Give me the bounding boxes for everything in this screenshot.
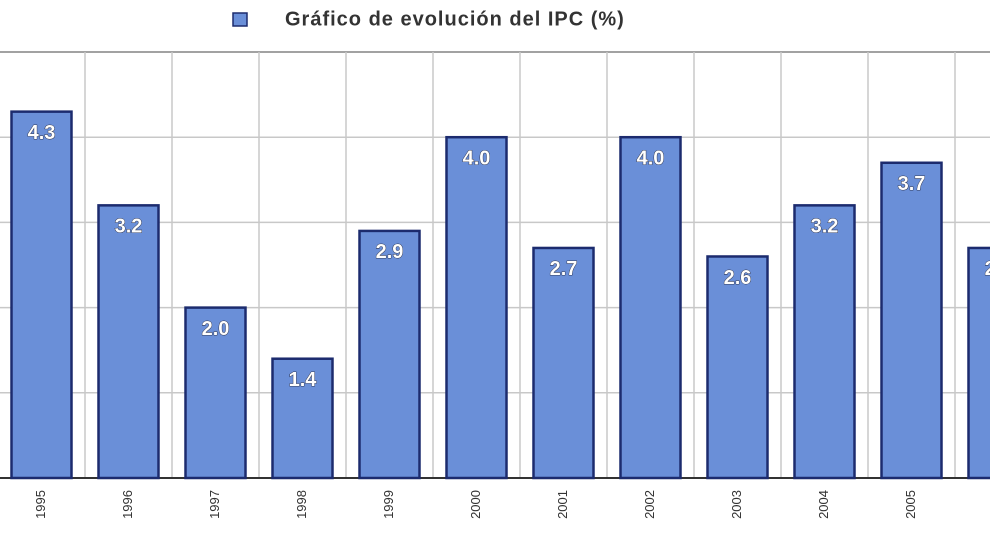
- value-label: 2.7: [550, 258, 578, 280]
- x-tick-label: 2003: [729, 490, 744, 519]
- value-label: 3.7: [898, 173, 926, 195]
- x-tick-label: 1996: [120, 490, 135, 519]
- value-label: 2.0: [202, 318, 230, 340]
- bar: [967, 246, 990, 480]
- x-tick-label: 2002: [642, 490, 657, 519]
- x-tick-label: 1997: [207, 490, 222, 519]
- bar: [10, 110, 73, 480]
- x-tick-label: 1995: [33, 490, 48, 519]
- value-label: 2.9: [376, 241, 404, 263]
- value-label: 1.4: [289, 369, 318, 391]
- bar: [358, 229, 421, 480]
- x-tick-label: 2005: [903, 490, 918, 519]
- value-label: 2.6: [724, 267, 752, 289]
- x-tick-label: 1998: [294, 490, 309, 519]
- value-label: 3.2: [811, 216, 839, 238]
- bar: [97, 204, 160, 480]
- bar: [706, 255, 769, 480]
- value-label: 2.7: [985, 258, 990, 280]
- value-label: 4.3: [28, 122, 56, 144]
- value-label: 3.2: [115, 216, 143, 238]
- legend-entry: Gráfico de evolución del IPC (%): [285, 8, 625, 30]
- bar: [532, 246, 595, 480]
- bar: [880, 161, 943, 480]
- x-tick-label: 1999: [381, 490, 396, 519]
- bar: [619, 135, 682, 480]
- bar: [445, 135, 508, 480]
- bar: [793, 204, 856, 480]
- bar: [184, 306, 247, 480]
- value-label: 4.0: [637, 147, 665, 169]
- bar: [271, 357, 334, 480]
- x-tick-label: 2004: [816, 490, 831, 519]
- legend-swatch: [232, 12, 248, 27]
- x-tick-label: 2000: [468, 490, 483, 519]
- x-tick-label: 2001: [555, 490, 570, 519]
- value-label: 4.0: [463, 147, 491, 169]
